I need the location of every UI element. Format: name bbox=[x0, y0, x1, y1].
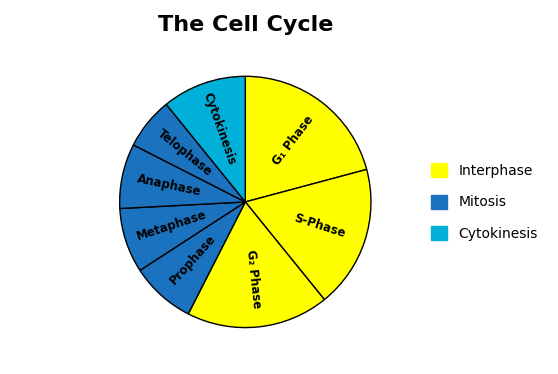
Text: Prophase: Prophase bbox=[167, 232, 219, 287]
Wedge shape bbox=[140, 202, 246, 314]
Wedge shape bbox=[246, 169, 371, 300]
Wedge shape bbox=[188, 202, 324, 328]
Wedge shape bbox=[119, 145, 246, 209]
Text: S-Phase: S-Phase bbox=[292, 212, 347, 240]
Text: Anaphase: Anaphase bbox=[136, 173, 203, 199]
Title: The Cell Cycle: The Cell Cycle bbox=[157, 15, 333, 35]
Text: Metaphase: Metaphase bbox=[134, 209, 208, 243]
Text: G₁ Phase: G₁ Phase bbox=[270, 113, 316, 168]
Wedge shape bbox=[120, 202, 246, 270]
Wedge shape bbox=[246, 76, 367, 202]
Text: Cytokinesis: Cytokinesis bbox=[200, 91, 238, 166]
Text: Telophase: Telophase bbox=[155, 127, 215, 179]
Text: G₂ Phase: G₂ Phase bbox=[244, 249, 263, 309]
Legend: Interphase, Mitosis, Cytokinesis: Interphase, Mitosis, Cytokinesis bbox=[425, 157, 543, 246]
Wedge shape bbox=[166, 76, 246, 202]
Wedge shape bbox=[133, 104, 246, 202]
